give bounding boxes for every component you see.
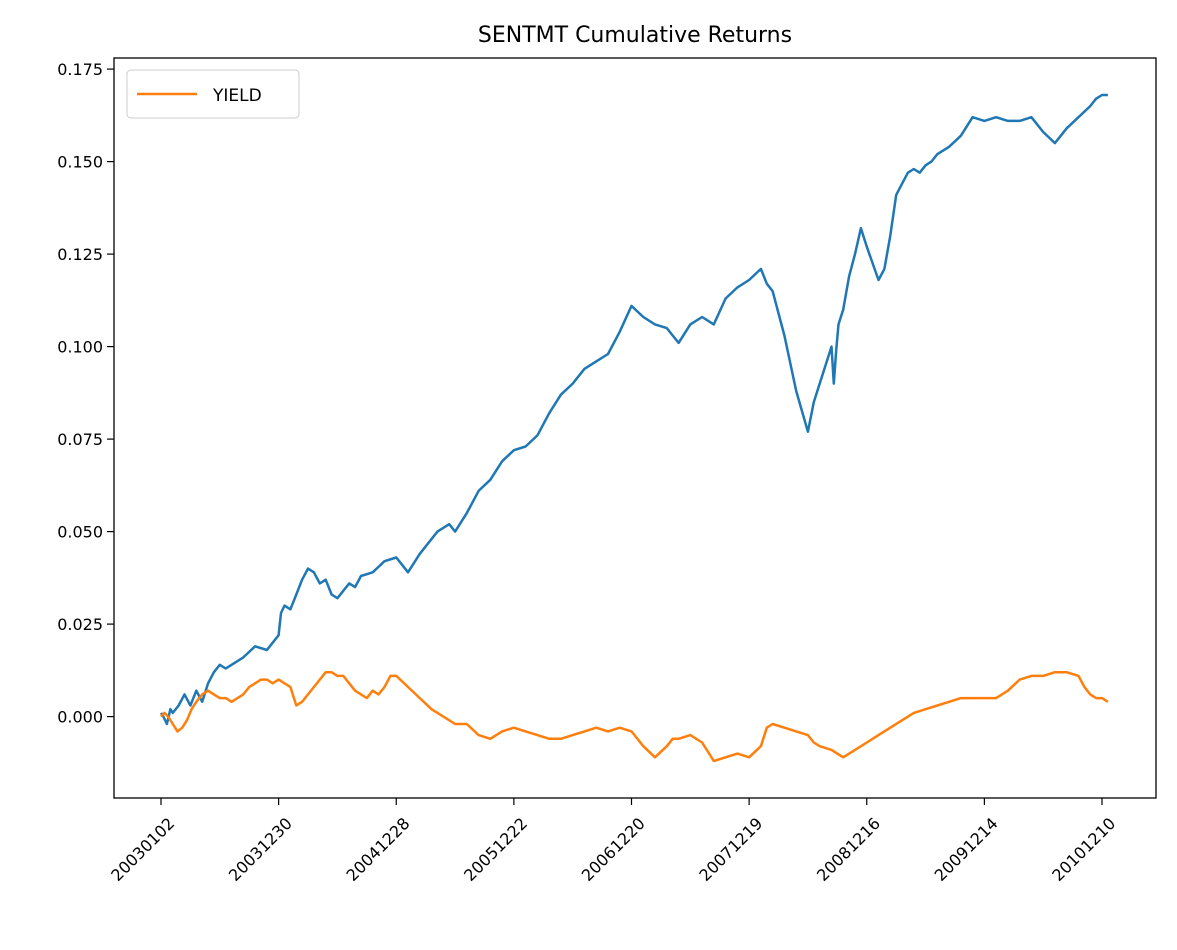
y-tick-label: 0.075 <box>57 430 103 449</box>
legend: YIELD <box>126 69 300 119</box>
series-line-yield <box>160 670 1109 763</box>
y-tick-label: 0.000 <box>57 708 103 727</box>
y-tick-label: 0.100 <box>57 338 103 357</box>
legend-label-yield: YIELD <box>212 86 262 106</box>
series-layer <box>159 93 1109 763</box>
y-tick-label: 0.025 <box>57 615 103 634</box>
y-tick-label: 0.150 <box>57 153 103 172</box>
chart-title: SENTMT Cumulative Returns <box>478 23 792 48</box>
y-tick-label: 0.175 <box>57 60 103 79</box>
y-tick-label: 0.125 <box>57 245 103 264</box>
y-axis: 0.000 0.025 0.050 0.075 0.100 0.125 0.150 0.175 <box>57 60 114 727</box>
legend-box <box>126 69 300 119</box>
y-tick-label: 0.050 <box>57 523 103 542</box>
plot-frame <box>113 57 1157 799</box>
series-line-series-1 <box>159 93 1108 726</box>
